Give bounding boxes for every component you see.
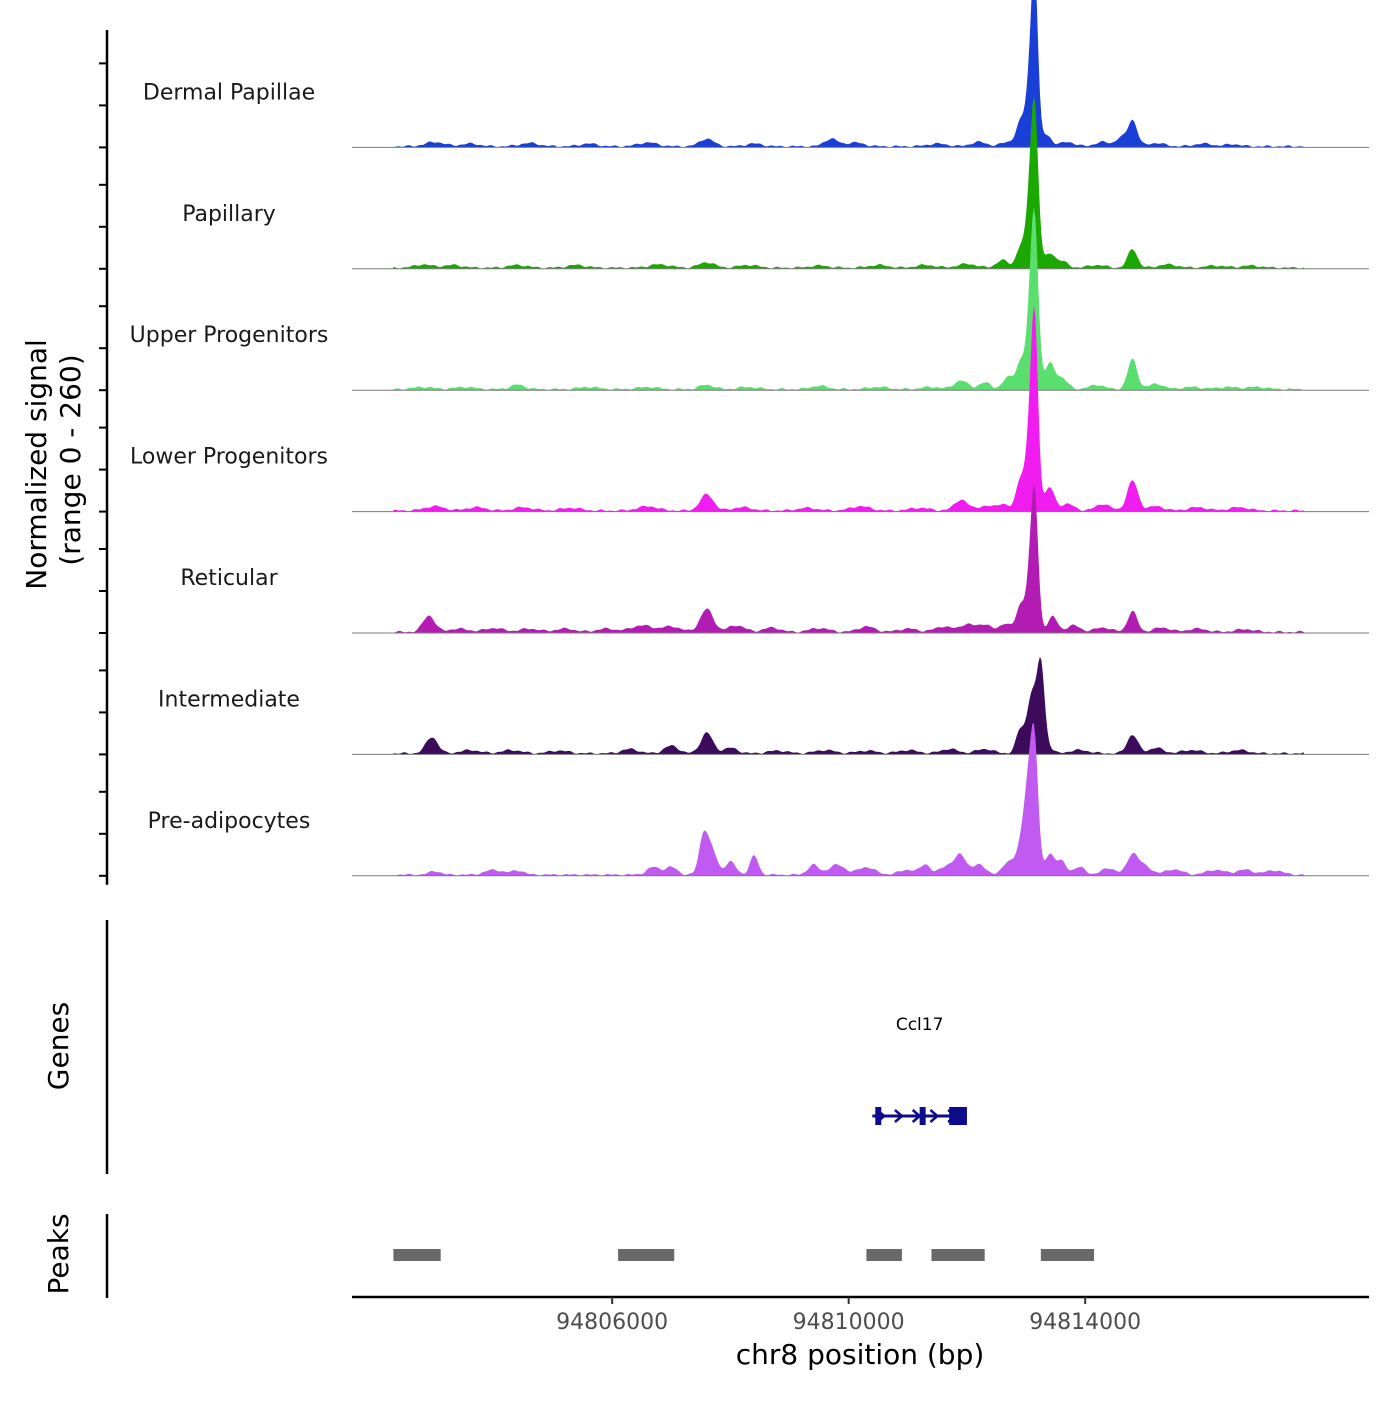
track-label: Lower Progenitors — [130, 445, 328, 470]
peak-region — [1040, 1249, 1095, 1261]
genes-track: Ccl17 — [872, 1015, 967, 1125]
y-axis-title-line1: Normalized signal — [20, 339, 53, 590]
coverage-area — [393, 207, 1304, 391]
coverage-area — [393, 95, 1304, 269]
peak-region — [866, 1249, 902, 1261]
coverage-area — [393, 656, 1304, 755]
coverage-tracks: Dermal Papillae Papillary Upper Progenitor… — [99, 0, 1369, 885]
track-dermal-papillae: Dermal Papillae — [99, 0, 1369, 149]
gene-ccl17: Ccl17 — [872, 1015, 967, 1125]
gene-label: Ccl17 — [896, 1015, 944, 1035]
track-pre-adipocytes: Pre-adipocytes — [99, 723, 1369, 877]
track-label: Intermediate — [158, 687, 300, 712]
track-label: Upper Progenitors — [130, 323, 329, 348]
track-label: Papillary — [182, 202, 276, 227]
x-axis-ticks: 94806000 94810000 94814000 — [556, 1297, 1141, 1335]
track-upper-progenitors: Upper Progenitors — [99, 207, 1369, 392]
track-label: Pre-adipocytes — [148, 809, 311, 834]
track-reticular: Reticular — [99, 483, 1369, 634]
track-intermediate: Intermediate — [99, 656, 1369, 756]
track-label: Dermal Papillae — [143, 80, 315, 105]
strand-arrow — [929, 1109, 940, 1123]
peak-region — [393, 1249, 441, 1261]
y-axis-title-line2: (range 0 - 260) — [54, 354, 87, 565]
coverage-area — [393, 305, 1304, 512]
track-lower-progenitors: Lower Progenitors — [99, 305, 1369, 513]
strand-arrow — [894, 1109, 904, 1123]
gene-exon — [949, 1107, 967, 1125]
genes-panel-title: Genes — [42, 1002, 75, 1090]
x-tick-label: 94814000 — [1029, 1310, 1141, 1335]
coverage-area — [393, 483, 1304, 633]
peaks-track — [393, 1249, 1095, 1261]
x-axis-title: chr8 position (bp) — [736, 1338, 985, 1371]
x-tick-label: 94810000 — [793, 1310, 905, 1335]
track-label: Reticular — [180, 566, 278, 591]
gene-exon — [919, 1107, 926, 1125]
peak-region — [931, 1249, 985, 1261]
coverage-area — [393, 0, 1304, 148]
coverage-area — [393, 723, 1304, 876]
gene-exon — [875, 1107, 882, 1125]
peak-region — [618, 1249, 675, 1261]
y-axis-title: Normalized signal (range 0 - 260) — [20, 330, 87, 589]
track-papillary: Papillary — [99, 95, 1369, 270]
x-tick-label: 94806000 — [556, 1310, 668, 1335]
peaks-panel-title: Peaks — [42, 1213, 75, 1294]
